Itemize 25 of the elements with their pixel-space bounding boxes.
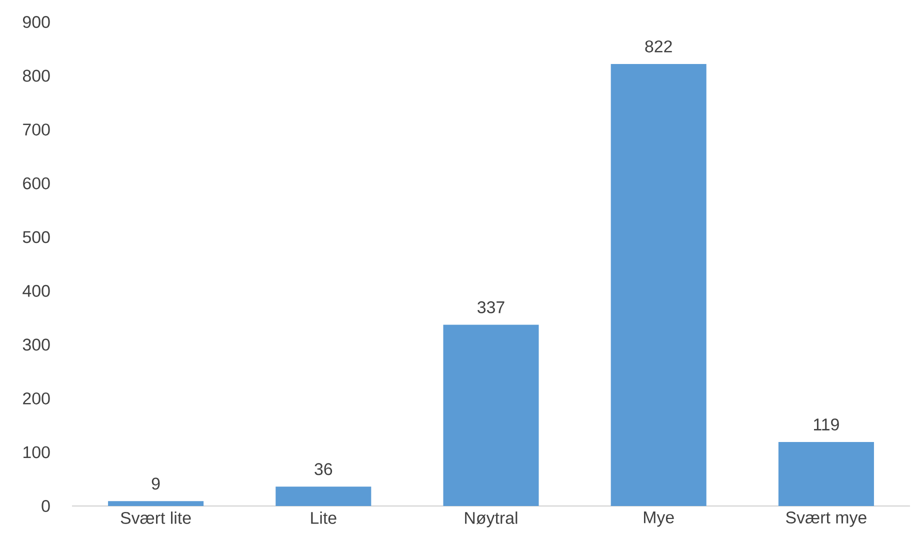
y-tick-label: 600 [23,177,50,190]
y-tick-label: 300 [22,338,50,351]
y-tick-label: 500 [22,231,50,244]
x-tick-label: Svært mye [786,512,866,527]
x-tick-label: Lite [311,512,336,524]
bar [610,64,706,506]
data-label: 36 [314,463,332,476]
y-tick-label: 900 [23,16,50,28]
data-label: 337 [478,301,504,314]
bar [778,442,874,506]
y-tick-label: 700 [23,124,50,136]
x-tick-label: Nøytral [465,512,518,528]
x-tick-label: Svært lite [120,512,191,524]
y-tick-label: 100 [24,446,50,458]
bar [443,324,539,506]
y-tick-label: 400 [22,284,50,297]
y-tick-label: 200 [23,392,50,404]
bar [108,501,204,506]
data-label: 822 [645,40,672,52]
data-label: 119 [814,418,839,430]
x-tick-label: Mye [644,512,674,527]
bar [276,486,372,506]
y-tick-label: 800 [22,70,50,82]
y-tick-label: 0 [42,500,50,512]
data-label: 9 [152,478,160,490]
